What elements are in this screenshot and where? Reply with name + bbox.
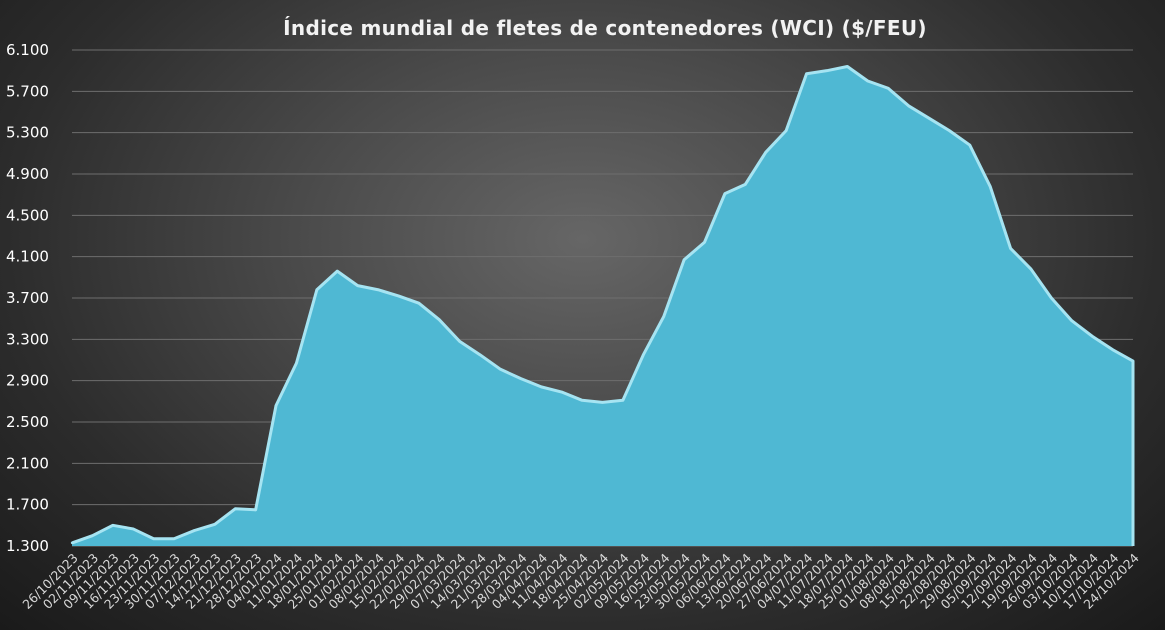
- y-tick-label: 1.700: [6, 496, 49, 514]
- data-point: [621, 399, 625, 402]
- area-series: [70, 65, 1135, 546]
- area-edge-line: [71, 65, 1135, 546]
- data-point: [927, 117, 931, 120]
- data-point: [193, 529, 196, 532]
- data-point: [784, 129, 788, 132]
- data-point: [744, 183, 747, 186]
- data-point: [948, 129, 951, 132]
- data-point: [1050, 296, 1053, 300]
- data-point: [642, 353, 645, 357]
- data-point: [111, 524, 115, 527]
- y-tick-label: 4.900: [6, 165, 49, 183]
- data-point: [519, 377, 523, 380]
- data-point: [703, 241, 706, 244]
- data-point: [295, 361, 298, 365]
- data-point: [478, 353, 482, 357]
- data-point: [213, 523, 217, 526]
- data-point: [580, 399, 584, 402]
- data-point: [336, 269, 339, 273]
- data-point: [866, 79, 869, 83]
- data-point: [682, 258, 686, 261]
- data-point: [254, 508, 257, 512]
- data-point: [376, 288, 380, 291]
- data-point: [968, 143, 971, 147]
- data-point: [1090, 335, 1094, 338]
- data-point: [825, 69, 829, 72]
- data-point: [274, 404, 278, 407]
- data-point: [988, 185, 992, 188]
- y-tick-label: 3.700: [6, 289, 49, 307]
- data-point: [172, 537, 176, 540]
- data-point: [458, 340, 461, 343]
- data-point: [315, 288, 319, 291]
- data-point: [907, 104, 910, 108]
- data-point: [1111, 348, 1114, 351]
- y-tick-label: 2.100: [6, 454, 49, 472]
- y-tick-label: 4.100: [6, 248, 49, 266]
- data-point: [723, 192, 727, 195]
- y-tick-label: 4.500: [6, 206, 49, 224]
- data-point: [1070, 319, 1073, 322]
- data-point: [91, 534, 94, 537]
- data-point: [886, 87, 890, 90]
- y-tick-label: 2.900: [6, 372, 49, 390]
- data-point: [1029, 267, 1033, 271]
- y-tick-label: 6.100: [6, 41, 49, 59]
- data-point: [234, 507, 237, 510]
- data-point: [132, 527, 135, 531]
- y-tick-label: 1.300: [6, 537, 49, 555]
- data-point: [397, 294, 400, 298]
- data-point: [560, 390, 563, 394]
- y-axis-ticks: 1.300 1.700 2.100 2.500 2.900 3.300 3.700 4.100…: [6, 41, 49, 555]
- data-point: [417, 301, 421, 305]
- data-point: [438, 318, 441, 321]
- x-axis-ticks: 26/10/202302/11/202309/11/202316/11/2023…: [19, 550, 1142, 612]
- data-point: [1131, 359, 1135, 363]
- data-point: [805, 72, 808, 75]
- y-tick-label: 5.300: [6, 124, 49, 142]
- data-point: [764, 151, 767, 154]
- y-tick-label: 3.300: [6, 330, 49, 348]
- chart-title: Índice mundial de fletes de contenedores…: [283, 16, 927, 40]
- area-fill: [72, 66, 1133, 546]
- data-point: [356, 284, 359, 287]
- data-point: [1009, 247, 1012, 250]
- data-point: [499, 368, 502, 371]
- data-point: [152, 537, 155, 540]
- data-point: [601, 401, 604, 404]
- y-tick-label: 2.500: [6, 413, 49, 431]
- data-point: [846, 65, 849, 68]
- data-point: [662, 315, 665, 318]
- data-point: [540, 385, 543, 389]
- y-tick-label: 5.700: [6, 82, 49, 100]
- data-point: [70, 541, 74, 545]
